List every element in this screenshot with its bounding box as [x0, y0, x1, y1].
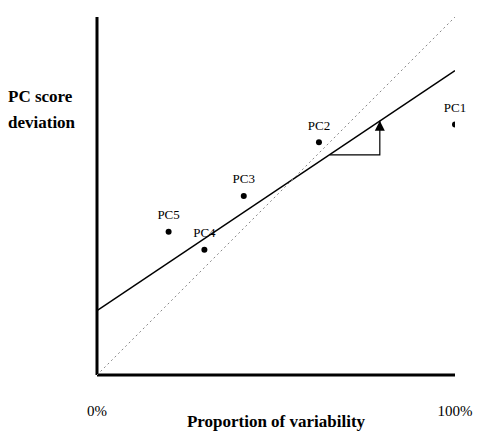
- html-text:PC score deviation: PC score deviation: [8, 87, 76, 132]
- html-text:Proportion of variability: Proportion of variability: [186, 412, 366, 431]
- svg-text:PC1: PC1: [444, 100, 466, 115]
- svg-text:PC2: PC2: [308, 118, 330, 133]
- svg-text:0%: 0%: [87, 403, 107, 419]
- svg-text:PC4: PC4: [193, 225, 216, 240]
- svg-text:100%: 100%: [438, 403, 473, 419]
- svg-text:PC5: PC5: [157, 207, 179, 222]
- svg-text:PC3: PC3: [233, 171, 255, 186]
